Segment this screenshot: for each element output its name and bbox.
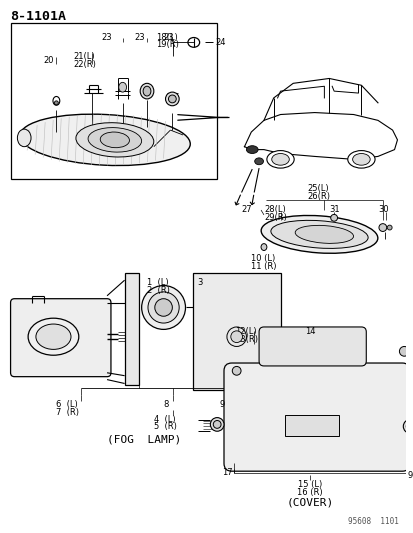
Text: 7  (R): 7 (R): [56, 408, 79, 417]
Text: 16 (R): 16 (R): [296, 488, 322, 497]
Ellipse shape: [36, 324, 71, 349]
Ellipse shape: [261, 215, 377, 253]
Ellipse shape: [254, 158, 263, 165]
Text: 12(L): 12(L): [234, 327, 256, 336]
Ellipse shape: [140, 83, 154, 99]
FancyBboxPatch shape: [11, 298, 111, 377]
Ellipse shape: [230, 331, 242, 343]
Text: 23: 23: [102, 33, 112, 42]
Text: 19(R): 19(R): [155, 41, 178, 50]
Text: 5  (R): 5 (R): [154, 423, 176, 432]
Text: 95608  1101: 95608 1101: [347, 517, 397, 526]
Bar: [192, 273, 280, 390]
Ellipse shape: [405, 423, 413, 430]
Text: 23: 23: [135, 33, 145, 42]
Ellipse shape: [165, 92, 179, 106]
Text: 22(R): 22(R): [73, 60, 95, 69]
Ellipse shape: [147, 292, 179, 323]
Text: 2  (R): 2 (R): [147, 286, 169, 295]
Text: 31: 31: [328, 205, 339, 214]
Text: 11 (R): 11 (R): [251, 262, 276, 271]
Ellipse shape: [294, 225, 353, 244]
Ellipse shape: [213, 421, 221, 429]
Text: 27: 27: [241, 205, 252, 214]
Text: 1  (L): 1 (L): [147, 278, 168, 287]
Ellipse shape: [88, 127, 141, 152]
Ellipse shape: [261, 244, 266, 251]
Ellipse shape: [402, 419, 413, 433]
Text: 29(R): 29(R): [263, 213, 286, 222]
Ellipse shape: [270, 220, 367, 248]
Text: 10 (L): 10 (L): [251, 254, 275, 263]
Text: 24: 24: [215, 38, 225, 47]
Text: 6  (L): 6 (L): [56, 400, 78, 409]
Ellipse shape: [76, 123, 153, 157]
Ellipse shape: [246, 146, 257, 154]
Text: 8-1101A: 8-1101A: [11, 10, 66, 23]
Text: 8: 8: [164, 400, 169, 409]
Text: 18(L): 18(L): [155, 33, 177, 42]
Ellipse shape: [28, 318, 78, 355]
Ellipse shape: [399, 346, 408, 356]
Text: 9: 9: [219, 400, 224, 409]
Text: (COVER): (COVER): [285, 497, 332, 507]
Ellipse shape: [17, 129, 31, 147]
Text: (FOG  LAMP): (FOG LAMP): [107, 434, 181, 444]
Ellipse shape: [271, 154, 289, 165]
Text: 28(L): 28(L): [263, 205, 285, 214]
Text: 25(L): 25(L): [307, 184, 329, 193]
Ellipse shape: [210, 417, 223, 431]
Ellipse shape: [143, 86, 151, 96]
Ellipse shape: [54, 101, 58, 105]
Ellipse shape: [141, 286, 185, 329]
FancyBboxPatch shape: [223, 363, 409, 471]
Text: 9: 9: [406, 471, 411, 480]
Ellipse shape: [352, 154, 369, 165]
Bar: [11, 23, 217, 179]
Ellipse shape: [330, 214, 337, 221]
Text: 23: 23: [163, 33, 173, 42]
Ellipse shape: [386, 225, 391, 230]
Ellipse shape: [154, 298, 172, 316]
Ellipse shape: [119, 83, 126, 92]
Bar: [124, 273, 139, 385]
Text: 4  (L): 4 (L): [154, 415, 175, 424]
Ellipse shape: [226, 327, 246, 346]
FancyBboxPatch shape: [259, 327, 366, 366]
Text: 14: 14: [304, 327, 315, 336]
Ellipse shape: [266, 150, 294, 168]
Ellipse shape: [100, 132, 129, 148]
Text: 17: 17: [221, 469, 232, 477]
Text: 3: 3: [197, 278, 202, 287]
Text: 20: 20: [44, 56, 54, 65]
Text: 13(R): 13(R): [234, 335, 257, 344]
Bar: [285, 415, 338, 436]
Text: 21(L): 21(L): [73, 52, 94, 61]
Ellipse shape: [232, 366, 240, 375]
Ellipse shape: [168, 95, 176, 103]
Ellipse shape: [378, 224, 386, 231]
Ellipse shape: [347, 150, 374, 168]
Text: 30: 30: [377, 205, 388, 214]
Text: 26(R): 26(R): [307, 191, 330, 200]
Ellipse shape: [20, 114, 190, 166]
Text: 15 (L): 15 (L): [297, 480, 321, 489]
